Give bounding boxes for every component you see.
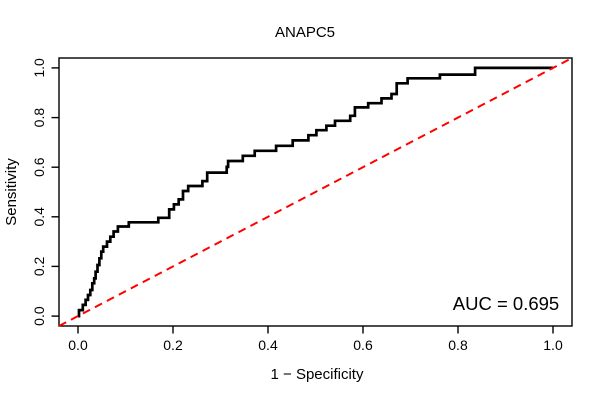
chance-diagonal-line: [58, 57, 573, 327]
roc-curve: [77, 66, 553, 318]
y-tick-label: 0.2: [31, 256, 47, 276]
y-tick-label: 0.0: [31, 306, 47, 326]
series-layer: [58, 57, 573, 327]
x-tick-label: 1.0: [543, 337, 563, 353]
y-tick-label: 0.8: [31, 108, 47, 128]
x-axis-label: 1 − Specificity: [271, 366, 364, 383]
y-axis-label: Sensitivity: [3, 158, 20, 226]
y-tick-label: 0.4: [31, 207, 47, 227]
x-tick-label: 0.6: [353, 337, 373, 353]
plot-title: ANAPC5: [275, 24, 335, 41]
y-tick-label: 1.0: [31, 58, 47, 78]
x-tick-label: 0.4: [258, 337, 278, 353]
x-tick-label: 0.2: [163, 337, 183, 353]
auc-annotation: AUC = 0.695: [453, 293, 559, 314]
x-tick-label: 0.0: [68, 337, 88, 353]
ticks-layer: 0.0 0.2 0.4 0.6 0.8 1.0 0.0 0.2 0.4 0.6 0.8 1.0: [31, 58, 563, 353]
plot-box: [58, 57, 573, 327]
x-tick-label: 0.8: [448, 337, 468, 353]
y-tick-label: 0.6: [31, 157, 47, 177]
